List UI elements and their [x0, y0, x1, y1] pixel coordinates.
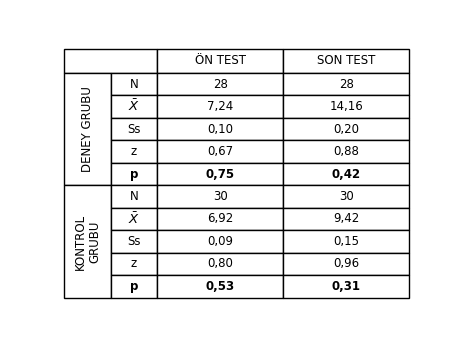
Bar	[111, 140, 158, 163]
Text: 28: 28	[213, 78, 228, 91]
Bar	[283, 95, 409, 118]
Bar	[111, 230, 158, 253]
Bar	[158, 185, 283, 208]
Text: 0,88: 0,88	[334, 145, 359, 158]
Bar	[283, 118, 409, 140]
Text: 0,42: 0,42	[332, 168, 361, 180]
Bar	[158, 95, 283, 118]
Bar	[158, 73, 283, 95]
Text: N: N	[130, 190, 139, 203]
Bar	[283, 49, 409, 73]
Text: 7,24: 7,24	[207, 100, 233, 113]
Text: 30: 30	[339, 190, 354, 203]
Bar	[111, 73, 158, 95]
Bar	[111, 163, 158, 185]
Bar	[64, 49, 158, 73]
Text: p: p	[130, 168, 138, 180]
Text: 0,15: 0,15	[334, 235, 359, 248]
Bar	[283, 163, 409, 185]
Text: z: z	[131, 257, 137, 271]
Text: 0,80: 0,80	[207, 257, 233, 271]
Text: z: z	[131, 145, 137, 158]
Text: $\bar{X}$: $\bar{X}$	[128, 99, 140, 114]
Text: DENEY GRUBU: DENEY GRUBU	[81, 86, 94, 172]
Text: SON TEST: SON TEST	[317, 54, 376, 67]
Bar	[158, 49, 283, 73]
Text: 0,53: 0,53	[206, 280, 235, 293]
Bar	[111, 208, 158, 230]
Text: N: N	[130, 78, 139, 91]
Text: 6,92: 6,92	[207, 213, 233, 225]
Text: 0,10: 0,10	[207, 122, 233, 136]
Text: 0,20: 0,20	[334, 122, 359, 136]
Bar	[64, 185, 111, 298]
Bar	[111, 185, 158, 208]
Bar	[111, 253, 158, 275]
Bar	[158, 118, 283, 140]
Text: 0,09: 0,09	[207, 235, 233, 248]
Text: 30: 30	[213, 190, 228, 203]
Bar	[64, 73, 111, 185]
Bar	[158, 208, 283, 230]
Bar	[158, 163, 283, 185]
Text: KONTROL
GRUBU: KONTROL GRUBU	[73, 213, 102, 269]
Bar	[111, 275, 158, 298]
Bar	[283, 275, 409, 298]
Bar	[111, 118, 158, 140]
Bar	[158, 253, 283, 275]
Bar	[283, 230, 409, 253]
Text: $\bar{X}$: $\bar{X}$	[128, 211, 140, 227]
Text: Ss: Ss	[128, 122, 141, 136]
Bar	[283, 140, 409, 163]
Bar	[111, 95, 158, 118]
Text: Ss: Ss	[128, 235, 141, 248]
Text: 14,16: 14,16	[329, 100, 363, 113]
Bar	[283, 185, 409, 208]
Text: p: p	[130, 280, 138, 293]
Bar	[283, 73, 409, 95]
Text: 0,75: 0,75	[206, 168, 235, 180]
Text: 28: 28	[339, 78, 354, 91]
Bar	[158, 140, 283, 163]
Bar	[158, 275, 283, 298]
Bar	[283, 253, 409, 275]
Bar	[158, 230, 283, 253]
Text: 9,42: 9,42	[333, 213, 359, 225]
Text: 0,67: 0,67	[207, 145, 233, 158]
Text: ÖN TEST: ÖN TEST	[195, 54, 246, 67]
Text: 0,31: 0,31	[332, 280, 361, 293]
Bar	[283, 208, 409, 230]
Text: 0,96: 0,96	[333, 257, 359, 271]
